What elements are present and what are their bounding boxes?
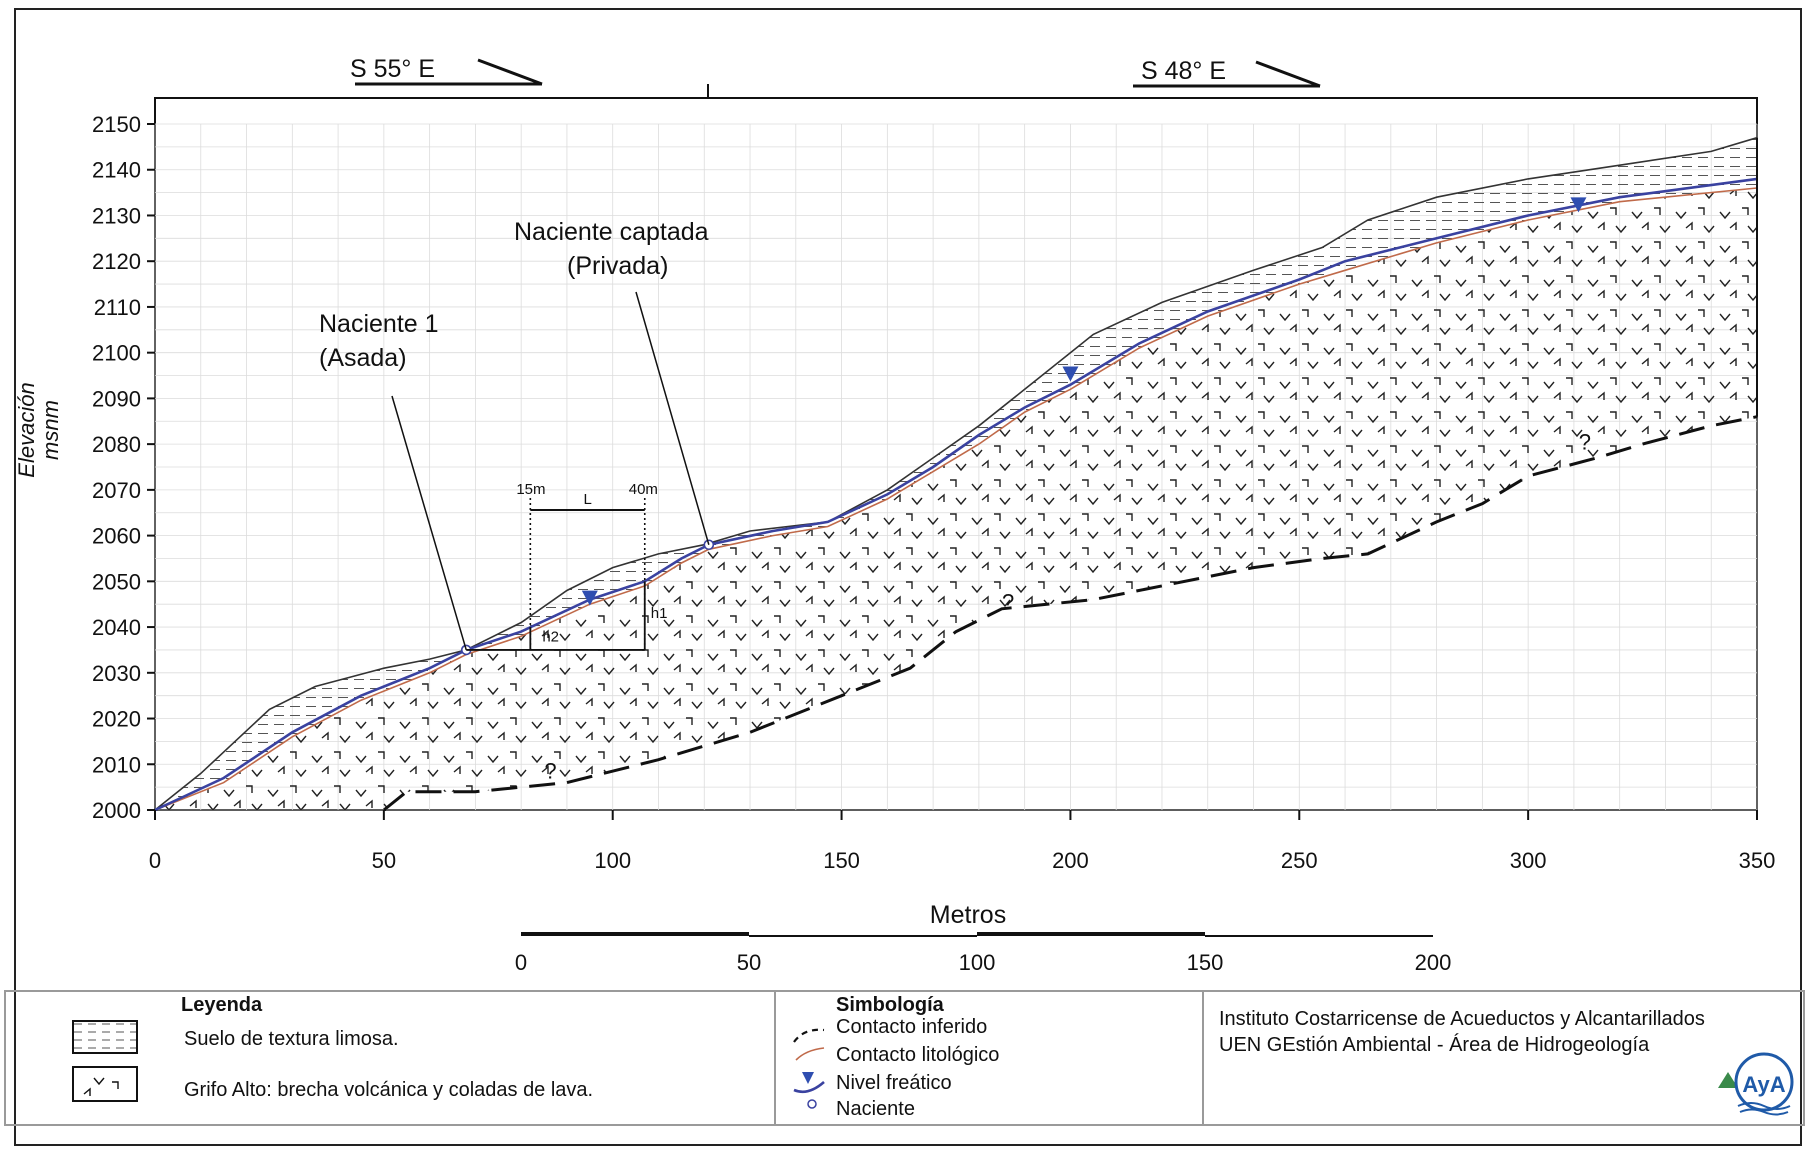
scale-tick-label: 0 bbox=[515, 950, 527, 975]
x-tick-label: 100 bbox=[594, 848, 631, 873]
dimension-annotations: 15m 40m L h1 h2 bbox=[466, 481, 668, 651]
dim-15m-label: 15m bbox=[516, 481, 545, 498]
symbology-item-spring: Naciente bbox=[836, 1098, 915, 1120]
cross-section-diagram: S 55° E S 48° E ??? 2150 2140 2130 2120 2110… bbox=[14, 55, 1775, 975]
ground-surface-line bbox=[154, 136, 1758, 811]
bearing-left-label: S 55° E bbox=[350, 55, 435, 83]
dim-h1-label: h1 bbox=[651, 605, 668, 622]
breccia-layer bbox=[155, 188, 1757, 810]
y-tick-label: 2010 bbox=[92, 752, 141, 777]
aya-logo: AyA bbox=[1718, 1052, 1794, 1116]
scale-tick-label: 50 bbox=[737, 950, 761, 975]
symbology-item-lithologic: Contacto litológico bbox=[836, 1044, 1000, 1066]
dim-40m-label: 40m bbox=[629, 481, 658, 498]
y-tick-label: 2130 bbox=[92, 203, 141, 228]
institution-unit: UEN GEstión Ambiental - Área de Hidrogeo… bbox=[1219, 1034, 1650, 1056]
symbology-icons bbox=[793, 1028, 825, 1109]
geologic-layers bbox=[155, 137, 1757, 810]
scale-tick-label: 200 bbox=[1415, 950, 1452, 975]
legend-item-soil: Suelo de textura limosa. bbox=[184, 1028, 399, 1050]
annotation-naciente-1: Naciente 1 (Asada) bbox=[319, 310, 467, 651]
scale-tick-label: 150 bbox=[1187, 950, 1224, 975]
inferred-contact-icon bbox=[793, 1028, 825, 1043]
x-axis-label: Metros bbox=[930, 901, 1006, 929]
y-axis-label-line2: msnm bbox=[38, 400, 63, 460]
symbology-item-inferred: Contacto inferido bbox=[836, 1016, 988, 1038]
inferred-question-mark: ? bbox=[1579, 429, 1591, 454]
naciente1-label-line1: Naciente 1 bbox=[319, 310, 439, 338]
x-tick-label: 350 bbox=[1739, 848, 1776, 873]
bearing-left: S 55° E bbox=[350, 55, 543, 86]
silty-soil-layer bbox=[155, 137, 1757, 810]
water-table-marker bbox=[1570, 197, 1587, 213]
y-tick-label: 2060 bbox=[92, 524, 141, 549]
captada-label-line2: (Privada) bbox=[567, 252, 668, 280]
y-tick-label: 2110 bbox=[94, 295, 141, 320]
water-table-icon bbox=[793, 1081, 825, 1094]
water-table-marker-icon bbox=[802, 1072, 814, 1084]
y-tick-label: 2120 bbox=[92, 249, 141, 274]
captada-label-line1: Naciente captada bbox=[514, 218, 709, 246]
y-tick-label: 2030 bbox=[92, 661, 141, 686]
x-tick-label: 300 bbox=[1510, 848, 1547, 873]
x-tick-label: 250 bbox=[1281, 848, 1318, 873]
symbology-column: Simbología Contacto inferido Contacto li… bbox=[774, 992, 1202, 1124]
legend-panel: Leyenda Suelo de textura limosa. Grifo A… bbox=[4, 990, 1805, 1126]
water-table-line bbox=[154, 177, 1758, 812]
map-frame bbox=[14, 8, 1802, 1146]
y-tick-label: 2150 bbox=[92, 112, 141, 137]
x-tick-label: 150 bbox=[823, 848, 860, 873]
institution-name: Instituto Costarricense de Acueductos y … bbox=[1219, 1008, 1705, 1030]
water-table-marker bbox=[1062, 366, 1079, 382]
inferred-contact-line bbox=[382, 415, 1758, 812]
y-tick-label: 2080 bbox=[92, 432, 141, 457]
y-tick-label: 2000 bbox=[92, 798, 141, 823]
contact-lines bbox=[154, 136, 1758, 812]
inferred-question-mark: ? bbox=[1002, 589, 1014, 614]
symbology-title: Simbología bbox=[836, 994, 944, 1016]
x-tick-label: 200 bbox=[1052, 848, 1089, 873]
legend-item-breccia: Grifo Alto: brecha volcánica y coladas d… bbox=[184, 1079, 594, 1101]
y-tick-label: 2100 bbox=[92, 341, 141, 366]
x-tick-label: 0 bbox=[149, 848, 161, 873]
scale-tick-label: 100 bbox=[959, 950, 996, 975]
y-tick-label: 2040 bbox=[92, 615, 141, 640]
y-axis: 2150 2140 2130 2120 2110 2100 2090 2080 2070 2060… bbox=[92, 112, 155, 823]
y-tick-label: 2090 bbox=[92, 386, 141, 411]
water-table-marker bbox=[581, 590, 598, 606]
symbology-item-water-table: Nivel freático bbox=[836, 1072, 952, 1094]
x-tick-label: 50 bbox=[372, 848, 396, 873]
bearing-right-label: S 48° E bbox=[1141, 57, 1226, 85]
y-tick-label: 2050 bbox=[92, 569, 141, 594]
bearing-right: S 48° E bbox=[1133, 57, 1321, 88]
graphic-scale bbox=[521, 932, 1433, 937]
graphic-scale-labels: 0 50 100 150 200 bbox=[515, 950, 1451, 975]
dim-h2-label: h2 bbox=[542, 628, 559, 645]
legend-column: Leyenda Suelo de textura limosa. Grifo A… bbox=[6, 992, 774, 1124]
institution-column: Instituto Costarricense de Acueductos y … bbox=[1202, 992, 1805, 1124]
lithologic-contact-icon bbox=[795, 1047, 825, 1061]
dim-L-label: L bbox=[584, 491, 592, 508]
silty-soil-swatch bbox=[72, 1020, 138, 1054]
lithologic-contact-line bbox=[154, 187, 1758, 811]
x-axis: 0 50 100 150 200 250 300 350 bbox=[149, 810, 1775, 873]
y-tick-label: 2020 bbox=[92, 707, 141, 732]
naciente1-label-line2: (Asada) bbox=[319, 344, 407, 372]
y-axis-label-line1: Elevación bbox=[14, 382, 39, 477]
inferred-question-mark: ? bbox=[544, 759, 556, 784]
y-tick-label: 2070 bbox=[92, 478, 141, 503]
aya-logo-text: AyA bbox=[1742, 1072, 1785, 1097]
legend-title: Leyenda bbox=[181, 994, 263, 1016]
breccia-swatch bbox=[72, 1066, 138, 1102]
spring-icon bbox=[807, 1099, 817, 1109]
y-tick-label: 2140 bbox=[92, 158, 141, 183]
annotation-naciente-captada: Naciente captada (Privada) bbox=[514, 218, 710, 545]
y-axis-label: Elevación msnm bbox=[14, 382, 63, 477]
